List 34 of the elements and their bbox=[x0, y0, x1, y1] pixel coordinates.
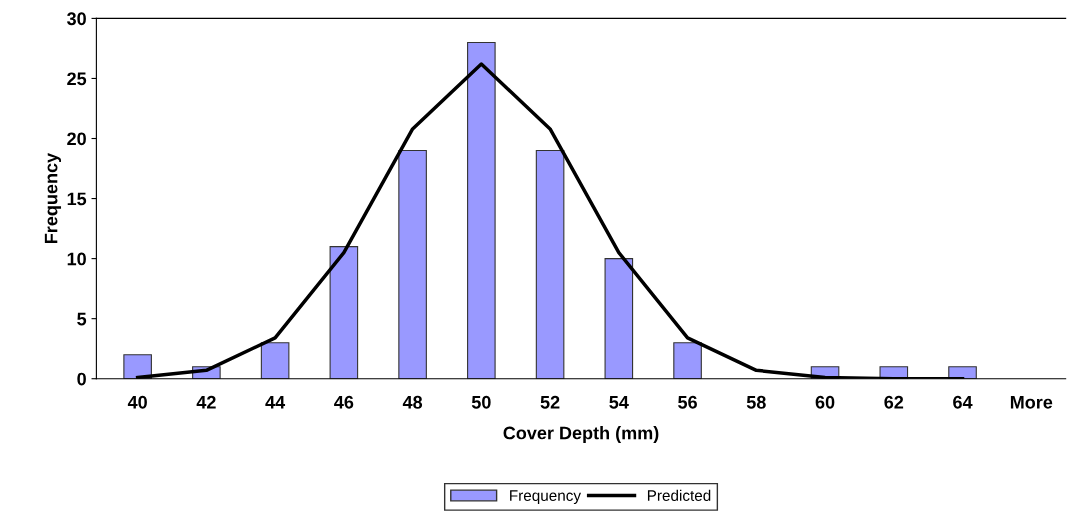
y-axis-title: Frequency bbox=[44, 153, 62, 244]
y-tick-label: 5 bbox=[77, 312, 87, 326]
x-tick-label: 44 bbox=[265, 396, 286, 409]
x-tick-label: 52 bbox=[540, 395, 560, 409]
bar bbox=[329, 246, 359, 379]
x-tick-label: 54 bbox=[609, 396, 629, 409]
y-tick-label: 15 bbox=[67, 192, 87, 206]
x-tick-label: 64 bbox=[953, 395, 973, 409]
y-tick-label: 0 bbox=[77, 372, 86, 386]
x-tick-label: 58 bbox=[746, 395, 766, 409]
x-tick-label: 56 bbox=[678, 395, 697, 409]
x-tick-label: More bbox=[1010, 396, 1053, 409]
x-tick-label: 46 bbox=[334, 395, 354, 409]
bar bbox=[948, 366, 977, 379]
x-tick-label: 62 bbox=[884, 395, 904, 409]
y-tick-label: 25 bbox=[67, 72, 87, 86]
x-tick-label: 50 bbox=[471, 395, 491, 409]
bar bbox=[467, 41, 496, 379]
bar bbox=[260, 342, 290, 379]
legend-label: Frequency bbox=[510, 490, 581, 504]
bar bbox=[398, 149, 427, 379]
bar bbox=[604, 258, 634, 379]
x-tick-label: 48 bbox=[402, 395, 423, 409]
x-tick-label: 42 bbox=[196, 395, 216, 409]
y-tick-label: 30 bbox=[67, 12, 86, 26]
bar bbox=[673, 342, 702, 379]
x-tick-label: 60 bbox=[815, 395, 835, 409]
legend-label: Predicted bbox=[647, 489, 711, 501]
bar bbox=[123, 354, 152, 379]
y-tick-label: 10 bbox=[67, 252, 86, 266]
x-axis-title: Cover Depth (mm) bbox=[503, 426, 659, 443]
y-tick-label: 20 bbox=[67, 132, 86, 146]
x-tick-label: 40 bbox=[127, 395, 147, 409]
bar bbox=[535, 149, 565, 379]
